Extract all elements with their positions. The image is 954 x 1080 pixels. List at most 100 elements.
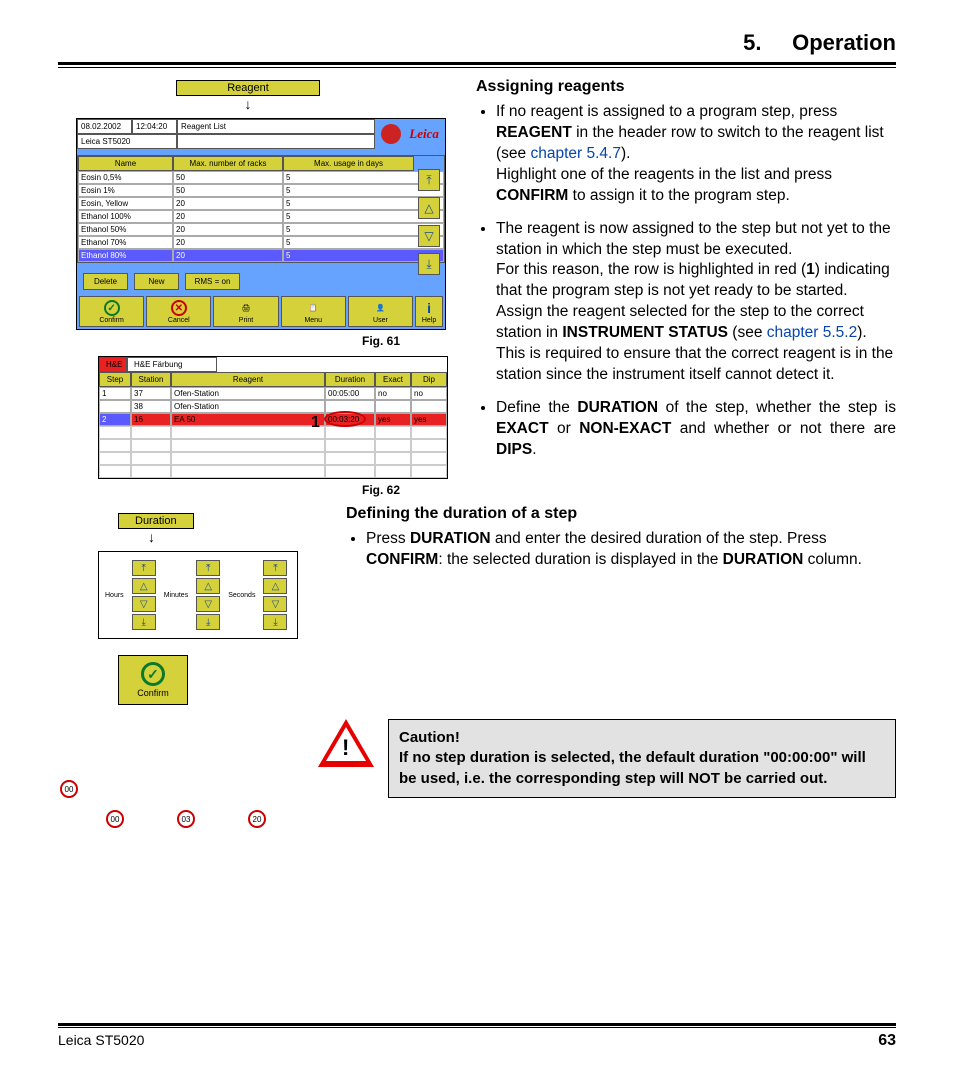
header-rule bbox=[58, 67, 896, 68]
fig61-panel: 08.02.2002 12:04:20 Reagent List Leica S… bbox=[76, 118, 446, 330]
help-button[interactable]: i Help bbox=[415, 296, 443, 327]
table-row[interactable]: Ethanol 50%205 bbox=[78, 223, 444, 236]
col-duration[interactable]: Duration bbox=[325, 372, 375, 387]
step-row-empty bbox=[99, 426, 447, 439]
col-name-header: Name bbox=[78, 156, 173, 171]
page-footer: Leica ST5020 63 bbox=[58, 1027, 896, 1050]
col-exact: Exact bbox=[375, 372, 411, 387]
table-row[interactable]: Eosin, Yellow205 bbox=[78, 197, 444, 210]
page-number: 63 bbox=[878, 1032, 896, 1050]
x-icon: ✕ bbox=[171, 300, 187, 316]
step-row-empty bbox=[99, 439, 447, 452]
device-name: Leica ST5020 bbox=[77, 134, 177, 149]
col-dip: Dip bbox=[411, 372, 447, 387]
chapter-header: 5. Operation bbox=[58, 30, 896, 65]
minutes-bottom[interactable]: ⤓ bbox=[196, 614, 220, 630]
time-display: 12:04:20 bbox=[132, 119, 177, 134]
date-display: 08.02.2002 bbox=[77, 119, 132, 134]
seconds-bottom[interactable]: ⤓ bbox=[263, 614, 287, 630]
check-icon: ✓ bbox=[104, 300, 120, 316]
confirm-panel[interactable]: ✓ Confirm bbox=[118, 655, 188, 705]
tab-label: H&E Färbung bbox=[127, 357, 217, 372]
fig61-caption: Fig. 61 bbox=[58, 334, 400, 348]
new-button[interactable]: New bbox=[134, 273, 179, 290]
minutes-label: Minutes bbox=[164, 592, 189, 599]
rms-button[interactable]: RMS = on bbox=[185, 273, 240, 290]
minutes-up[interactable]: △ bbox=[196, 578, 220, 594]
globe-icon bbox=[381, 124, 401, 144]
table-row[interactable]: Eosin 1%505 bbox=[78, 184, 444, 197]
reagent-grid: Eosin 0,5%505 Eosin 1%505 Eosin, Yellow2… bbox=[78, 171, 444, 262]
hours-bottom[interactable]: ⤓ bbox=[132, 614, 156, 630]
minutes-value-circle: 03 bbox=[177, 810, 195, 828]
col-step: Step bbox=[99, 372, 131, 387]
print-button[interactable]: 🖨 Print bbox=[213, 296, 278, 327]
scroll-bottom-button[interactable]: ⤓ bbox=[418, 253, 440, 275]
caution-body: If no step duration is selected, the def… bbox=[399, 748, 885, 789]
scroll-down-button[interactable]: ▽ bbox=[418, 225, 440, 247]
seconds-top[interactable]: ⤒ bbox=[263, 560, 287, 576]
bullet-1: If no reagent is assigned to a program s… bbox=[496, 102, 896, 207]
screen-title: Reagent List bbox=[177, 119, 375, 134]
step-row[interactable]: 38 Ofen-Station bbox=[99, 400, 447, 413]
hours-down[interactable]: ▽ bbox=[132, 596, 156, 612]
warning-icon: ! bbox=[318, 719, 374, 767]
defining-heading: Defining the duration of a step bbox=[346, 505, 896, 523]
seconds-up[interactable]: △ bbox=[263, 578, 287, 594]
check-icon: ✓ bbox=[141, 662, 165, 686]
table-row[interactable]: Eosin 0,5%505 bbox=[78, 171, 444, 184]
chapter-number: 5. bbox=[743, 30, 761, 55]
user-button[interactable]: 👤 User bbox=[348, 296, 413, 327]
link-552[interactable]: chapter 5.5.2 bbox=[767, 324, 857, 341]
col-racks-header: Max. number of racks bbox=[173, 156, 283, 171]
col-reagent[interactable]: Reagent bbox=[171, 372, 325, 387]
hours-value: 00 bbox=[60, 780, 78, 798]
confirm-label: Confirm bbox=[137, 688, 169, 698]
duration-picker: Hours ⤒ △ ▽ ⤓ 00 Minutes ⤒ △ ▽ ⤓ Seconds bbox=[98, 551, 298, 639]
info-icon: i bbox=[420, 299, 438, 317]
link-547[interactable]: chapter 5.4.7 bbox=[530, 145, 620, 162]
col-station: Station bbox=[131, 372, 171, 387]
hours-label: Hours bbox=[105, 592, 124, 599]
reagent-pointer: Reagent ↓ bbox=[48, 78, 448, 114]
chapter-title: Operation bbox=[792, 30, 896, 55]
bullet-3: Define the DURATION of the step, whether… bbox=[496, 398, 896, 461]
table-row[interactable]: Ethanol 70%205 bbox=[78, 236, 444, 249]
hours-value-circle: 00 bbox=[106, 810, 124, 828]
confirm-button[interactable]: ✓ Confirm bbox=[79, 296, 144, 327]
leica-logo: Leica bbox=[409, 126, 439, 142]
defining-bullet: Press DURATION and enter the desired dur… bbox=[366, 529, 896, 571]
delete-button[interactable]: Delete bbox=[83, 273, 128, 290]
hours-top[interactable]: ⤒ bbox=[132, 560, 156, 576]
callout-1: 1 bbox=[311, 414, 320, 432]
fig62-panel: H&E H&E Färbung Step Station Reagent Dur… bbox=[98, 356, 448, 479]
print-icon: 🖨 bbox=[237, 299, 255, 317]
caution-box: Caution! If no step duration is selected… bbox=[388, 719, 896, 798]
step-row[interactable]: 1 37 Ofen-Station 00:05:00 no no bbox=[99, 387, 447, 400]
hours-up[interactable]: △ bbox=[132, 578, 156, 594]
minutes-top[interactable]: ⤒ bbox=[196, 560, 220, 576]
seconds-down[interactable]: ▽ bbox=[263, 596, 287, 612]
menu-button[interactable]: 📋 Menu bbox=[281, 296, 346, 327]
reagent-label: Reagent bbox=[176, 80, 320, 96]
table-row[interactable]: Ethanol 100%205 bbox=[78, 210, 444, 223]
highlight-ellipse bbox=[324, 411, 366, 427]
cancel-button[interactable]: ✕ Cancel bbox=[146, 296, 211, 327]
caution-title: Caution! bbox=[399, 728, 885, 748]
table-row-selected[interactable]: Ethanol 80%205 bbox=[78, 249, 444, 262]
seconds-label: Seconds bbox=[228, 592, 255, 599]
step-row-empty bbox=[99, 452, 447, 465]
duration-pointer: Duration ↓ bbox=[118, 511, 328, 547]
minutes-down[interactable]: ▽ bbox=[196, 596, 220, 612]
scroll-top-button[interactable]: ⤒ bbox=[418, 169, 440, 191]
menu-icon: 📋 bbox=[304, 299, 322, 317]
scroll-up-button[interactable]: △ bbox=[418, 197, 440, 219]
step-row-highlighted[interactable]: 2 16 EA 50 00:03:20 yes yes bbox=[99, 413, 447, 426]
duration-label: Duration bbox=[118, 513, 194, 529]
tab-he[interactable]: H&E bbox=[99, 357, 127, 372]
footer-rule bbox=[58, 1023, 896, 1026]
seconds-value-circle: 20 bbox=[248, 810, 266, 828]
bullet-2: The reagent is now assigned to the step … bbox=[496, 219, 896, 386]
footer-device: Leica ST5020 bbox=[58, 1032, 144, 1050]
user-icon: 👤 bbox=[371, 299, 389, 317]
